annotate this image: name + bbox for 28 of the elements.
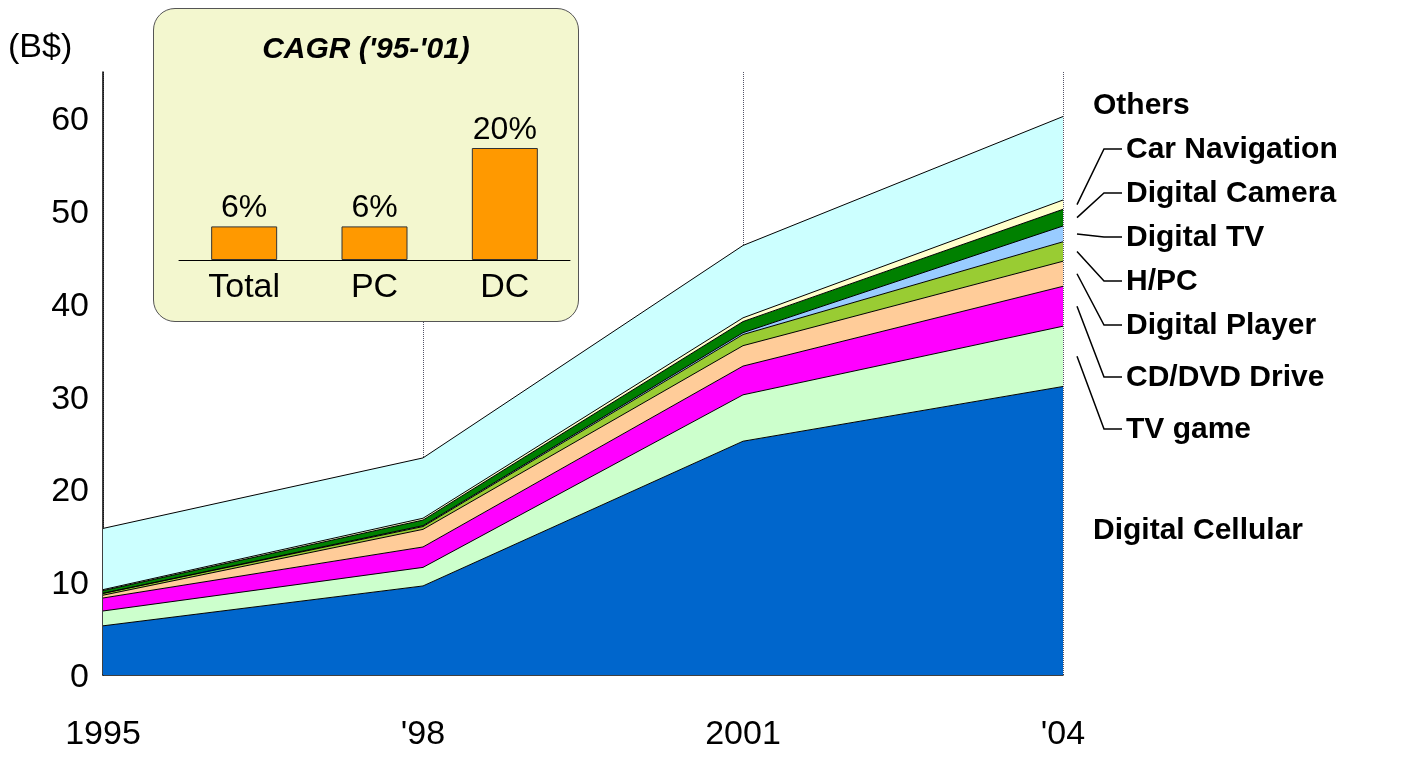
series-label: Digital Cellular [1093, 512, 1304, 546]
y-tick-label: 50 [51, 192, 89, 231]
x-tick-label: DC [480, 266, 530, 304]
x-tick-label: PC [350, 266, 399, 304]
y-tick-label: 10 [51, 563, 89, 602]
y-tick-label: 60 [51, 99, 89, 138]
y-tick-label: 0 [70, 656, 89, 694]
legend-label: TV game [1126, 410, 1252, 444]
x-tick-label: 1995 [65, 713, 141, 751]
y-tick-label: 20 [51, 470, 89, 509]
y-axis-title: (B$) [8, 26, 73, 64]
data-label: 6% [221, 188, 268, 225]
legend-label: CD/DVD Drive [1126, 358, 1325, 392]
data-label: 20% [472, 110, 537, 146]
y-tick-label: 40 [51, 284, 89, 323]
x-tick-label: 2001 [705, 713, 781, 751]
text: Car Navigation [1126, 130, 1338, 164]
legend-label: Digital Player [1126, 306, 1317, 340]
legend-label: H/PC [1126, 262, 1198, 296]
data-label: 6% [351, 188, 398, 225]
legend-label: Digital TV [1126, 218, 1265, 252]
chart-title: CAGR ('95-'01) [262, 30, 470, 64]
x-tick-label: '04 [1040, 713, 1086, 751]
x-tick-label: '98 [400, 713, 446, 751]
text: Digital Camera [1126, 174, 1337, 208]
series-label: Others [1093, 86, 1190, 120]
y-tick-label: 30 [51, 377, 89, 416]
x-tick-label: Total [208, 266, 281, 304]
